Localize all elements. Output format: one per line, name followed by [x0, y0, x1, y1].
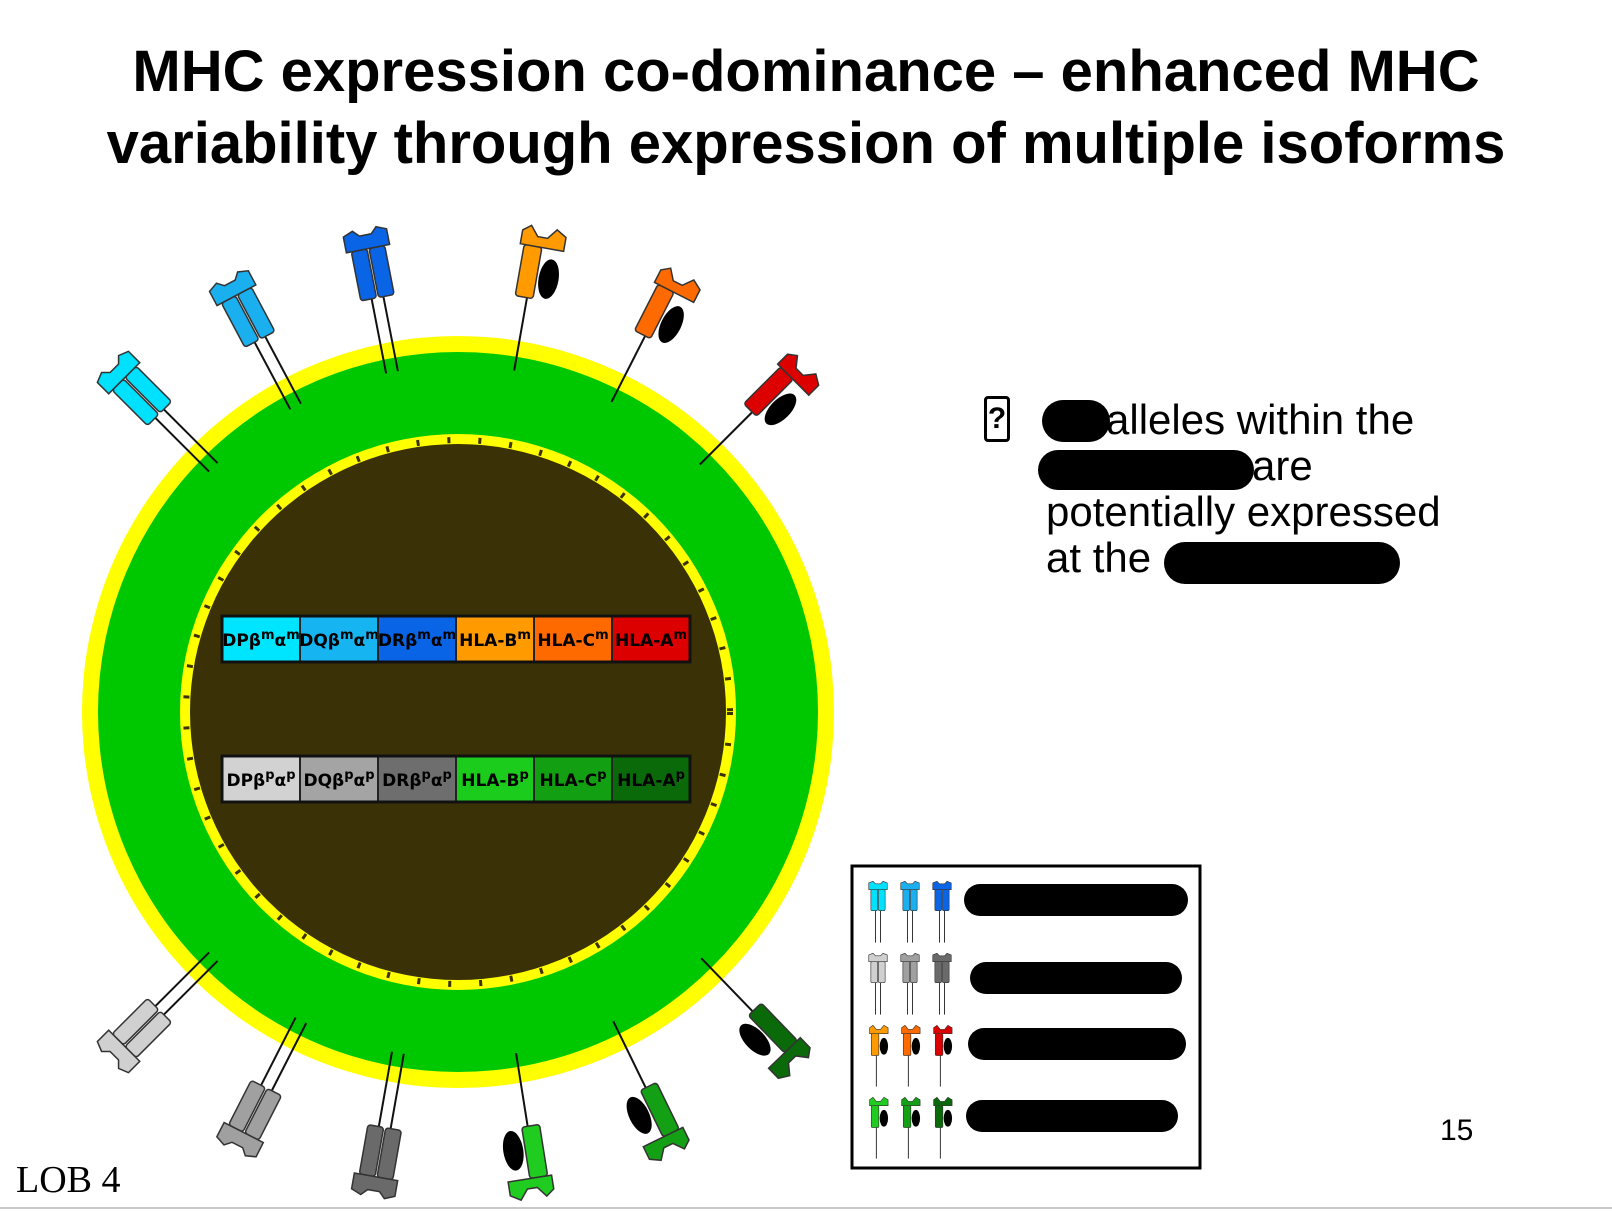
- legend-redaction-4: [966, 1100, 1178, 1132]
- legend-molecule-icon: [900, 880, 920, 943]
- redaction-3: [1164, 542, 1400, 584]
- legend-molecule-icon: [933, 1024, 953, 1087]
- hla-c-maternal-molecule: [610, 267, 701, 403]
- legend-molecule-icon: [901, 1096, 921, 1159]
- bullet-line-3: potentially expressed: [1046, 488, 1441, 535]
- svg-text:HLA-Ap: HLA-Ap: [617, 768, 685, 791]
- legend-row-mhc-ii-paternal: [868, 952, 952, 1015]
- legend-row-mhc-i-maternal: [869, 1024, 953, 1087]
- maternal-gene-1: DPβmαm: [221, 615, 301, 663]
- title-line-2: variability through expression of multip…: [106, 111, 1506, 176]
- maternal-gene-2: DQβmαm: [299, 615, 379, 663]
- legend-redaction-1: [964, 884, 1188, 916]
- bullet-line-2: are: [1252, 442, 1313, 489]
- paternal-chromosome: DPβpαp DQβpαp DRβpαp HLA-Bp HLA-Cp HLA-Ap: [220, 754, 692, 804]
- maternal-gene-3: DRβmαm: [377, 615, 457, 663]
- svg-text:DRβpαp: DRβpαp: [382, 768, 452, 791]
- hla-a-maternal-molecule: [699, 353, 820, 466]
- legend-molecule-icon: [932, 880, 952, 943]
- hla-a-paternal-molecule: [700, 957, 811, 1080]
- nucleus: [190, 444, 726, 980]
- slide-title: MHC expression co-dominance – enhanced M…: [0, 36, 1612, 180]
- legend-molecule-icon: [869, 1096, 889, 1159]
- legend-molecule-icon: [901, 1024, 921, 1087]
- dr-maternal-molecule: [342, 225, 399, 374]
- svg-text:DQβpαp: DQβpαp: [303, 768, 374, 791]
- svg-text:HLA-Am: HLA-Am: [615, 628, 687, 651]
- legend-icons: [868, 880, 953, 1159]
- svg-text:DPβmαm: DPβmαm: [222, 628, 300, 651]
- dp-paternal-molecule: [96, 951, 219, 1074]
- bottom-divider: [0, 1207, 1612, 1209]
- svg-text:HLA-Bp: HLA-Bp: [461, 768, 529, 791]
- legend-molecule-icon: [933, 1096, 953, 1159]
- redaction-1: [1042, 400, 1110, 442]
- legend-row-mhc-ii-maternal: [868, 880, 952, 943]
- legend-molecule-icon: [900, 952, 920, 1015]
- legend-molecule-icon: [869, 1024, 889, 1087]
- legend-molecule-icon: [868, 880, 888, 943]
- hla-c-paternal-molecule: [612, 1020, 690, 1162]
- legend-molecule-icon: [932, 952, 952, 1015]
- nuclear-envelope-pores: [183, 437, 733, 987]
- legend-row-mhc-i-paternal: [869, 1096, 953, 1159]
- paternal-gene-6: HLA-Ap: [611, 755, 691, 803]
- hla-b-paternal-molecule: [502, 1052, 555, 1202]
- maternal-gene-4: HLA-Bm: [455, 615, 535, 663]
- paternal-gene-4: HLA-Bp: [455, 755, 535, 803]
- footer-label: LOB 4: [16, 1159, 121, 1201]
- maternal-gene-5: HLA-Cm: [533, 615, 613, 663]
- dr-paternal-molecule: [350, 1051, 405, 1200]
- hla-b-maternal-molecule: [513, 224, 567, 371]
- dq-maternal-molecule: [208, 269, 302, 410]
- svg-text:HLA-Cp: HLA-Cp: [539, 768, 606, 791]
- svg-text:HLA-Bm: HLA-Bm: [459, 628, 531, 651]
- paternal-gene-1: DPβpαp: [221, 755, 301, 803]
- legend-redaction-2: [970, 962, 1182, 994]
- legend-redaction-3: [968, 1028, 1186, 1060]
- bullet-line-1: alleles within the: [1106, 396, 1415, 443]
- svg-text:DPβpαp: DPβpαp: [226, 768, 295, 791]
- svg-text:DRβmαm: DRβmαm: [378, 628, 456, 651]
- title-line-1: MHC expression co-dominance – enhanced M…: [132, 39, 1480, 104]
- paternal-gene-3: DRβpαp: [377, 755, 457, 803]
- maternal-chromosome: DPβmαm DQβmαm DRβmαm HLA-Bm HLA-Cm HLA-Am: [220, 614, 692, 664]
- paternal-gene-5: HLA-Cp: [533, 755, 613, 803]
- dq-paternal-molecule: [215, 1017, 308, 1158]
- svg-text:DQβmαm: DQβmαm: [299, 628, 379, 651]
- svg-text:HLA-Cm: HLA-Cm: [537, 628, 608, 651]
- redaction-2: [1038, 450, 1254, 490]
- surface-mhc-molecules: [96, 224, 820, 1202]
- bullet-line-4: at the: [1046, 534, 1152, 581]
- paternal-gene-2: DQβpαp: [299, 755, 379, 803]
- maternal-gene-6: HLA-Am: [611, 615, 691, 663]
- dp-maternal-molecule: [96, 350, 219, 473]
- question-box-icon: ?: [984, 396, 1010, 442]
- legend-molecule-icon: [868, 952, 888, 1015]
- slide-number: 15: [1440, 1114, 1474, 1147]
